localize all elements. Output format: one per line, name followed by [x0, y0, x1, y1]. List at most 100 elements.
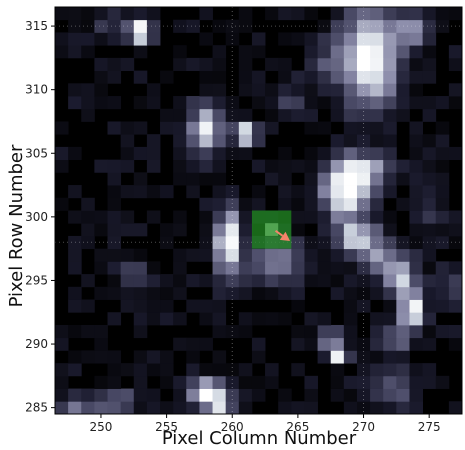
- heatmap-cell: [238, 274, 253, 288]
- heatmap-cell: [212, 83, 227, 97]
- heatmap-cell: [343, 134, 358, 148]
- heatmap-cell: [330, 223, 345, 237]
- heatmap-cell: [81, 299, 95, 313]
- heatmap-cell: [383, 159, 397, 173]
- heatmap-cell: [133, 172, 148, 186]
- heatmap-cell: [212, 235, 227, 250]
- heatmap-cell: [422, 96, 437, 110]
- heatmap-cell: [278, 172, 292, 186]
- heatmap-cell: [212, 96, 227, 110]
- heatmap-cell: [212, 388, 227, 402]
- heatmap-cell: [448, 45, 462, 59]
- heatmap-cell: [409, 70, 424, 84]
- heatmap-cell: [422, 172, 437, 186]
- heatmap-cell: [94, 375, 108, 389]
- heatmap-cell: [265, 57, 279, 71]
- heatmap-cell: [304, 7, 318, 21]
- heatmap-cell: [278, 146, 292, 161]
- heatmap-cell: [107, 210, 122, 224]
- heatmap-cell: [107, 57, 122, 71]
- heatmap-cell: [370, 375, 384, 389]
- heatmap-cell: [291, 108, 305, 122]
- heatmap-cell: [225, 248, 240, 262]
- heatmap-cell: [435, 159, 450, 173]
- heatmap-cell: [199, 57, 213, 71]
- heatmap-cell: [212, 312, 227, 326]
- heatmap-cell: [317, 159, 332, 173]
- heatmap-cell: [265, 83, 279, 97]
- heatmap-cell: [186, 19, 200, 33]
- heatmap-cell: [212, 57, 227, 71]
- heatmap-cell: [133, 324, 148, 339]
- heatmap-cell: [330, 324, 345, 339]
- heatmap-cell: [251, 375, 266, 389]
- heatmap-cell: [370, 19, 384, 33]
- heatmap-cell: [225, 121, 240, 135]
- heatmap-cell: [291, 7, 305, 21]
- heatmap-cell: [343, 172, 358, 186]
- heatmap-cell: [343, 45, 358, 59]
- heatmap-cell: [396, 248, 410, 262]
- motion-arrow-head: [279, 231, 291, 242]
- heatmap-cell: [317, 210, 332, 224]
- heatmap-cell: [356, 83, 371, 97]
- heatmap-cell: [422, 248, 437, 262]
- heatmap-cell: [370, 350, 384, 364]
- heatmap-cell: [107, 19, 122, 33]
- heatmap-cell: [330, 350, 345, 364]
- heatmap-cell: [383, 146, 397, 161]
- heatmap-cell: [212, 375, 227, 389]
- heatmap-cell: [173, 172, 187, 186]
- heatmap-cell: [317, 324, 332, 339]
- heatmap-cell: [251, 45, 266, 59]
- heatmap-cell: [304, 337, 318, 351]
- heatmap-cell: [160, 274, 174, 288]
- heatmap-cell: [396, 70, 410, 84]
- heatmap-cell: [212, 274, 227, 288]
- heatmap-cell: [173, 134, 187, 148]
- heatmap-cell: [356, 172, 371, 186]
- heatmap-cell: [225, 324, 240, 339]
- heatmap-cell: [186, 96, 200, 110]
- heatmap-cell: [422, 363, 437, 377]
- heatmap-cell: [146, 299, 161, 313]
- heatmap-cell: [55, 7, 69, 21]
- heatmap-cell: [173, 159, 187, 173]
- heatmap-cell: [146, 134, 161, 148]
- heatmap-cell: [160, 312, 174, 326]
- heatmap-cell: [199, 248, 213, 262]
- aperture-center-pixel: [265, 223, 279, 236]
- heatmap-cell: [330, 337, 345, 351]
- heatmap-cell: [317, 261, 332, 275]
- heatmap-cell: [422, 299, 437, 313]
- heatmap-cell: [317, 45, 332, 59]
- heatmap-cell: [330, 210, 345, 224]
- heatmap-cell: [396, 57, 410, 71]
- heatmap-cell: [146, 7, 161, 21]
- heatmap-cell: [422, 185, 437, 199]
- heatmap-cell: [146, 312, 161, 326]
- heatmap-cell: [291, 185, 305, 199]
- heatmap-cell: [68, 146, 82, 161]
- heatmap-cell: [330, 388, 345, 402]
- heatmap-cell: [291, 401, 305, 414]
- heatmap-cell: [304, 172, 318, 186]
- heatmap-cell: [304, 45, 318, 59]
- heatmap-cell: [330, 108, 345, 122]
- heatmap-cell: [383, 261, 397, 275]
- heatmap-cell: [186, 350, 200, 364]
- heatmap-cell: [422, 146, 437, 161]
- heatmap-cell: [343, 210, 358, 224]
- heatmap-cell: [317, 83, 332, 97]
- heatmap-cell: [133, 261, 148, 275]
- heatmap-cell: [199, 363, 213, 377]
- heatmap-cell: [330, 185, 345, 199]
- y-axis-label: Pixel Row Number: [6, 144, 27, 307]
- heatmap-cell: [383, 83, 397, 97]
- heatmap-cell: [409, 324, 424, 339]
- heatmap-cell: [304, 274, 318, 288]
- heatmap-cell: [173, 108, 187, 122]
- heatmap-cell: [317, 223, 332, 237]
- heatmap-cell: [55, 363, 69, 377]
- heatmap-cell: [370, 70, 384, 84]
